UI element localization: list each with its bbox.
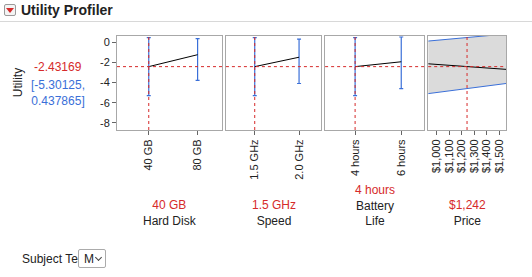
svg-text:0: 0 <box>104 36 110 48</box>
svg-text:80 GB: 80 GB <box>191 139 203 170</box>
svg-text:-2: -2 <box>100 56 110 68</box>
svg-text:-8: -8 <box>100 117 110 129</box>
svg-text:6 hours: 6 hours <box>395 139 407 176</box>
svg-text:1.5 GHzSpeed: 1.5 GHzSpeed <box>252 198 296 228</box>
svg-text:$1,200: $1,200 <box>455 139 467 173</box>
svg-text:$1,100: $1,100 <box>443 139 455 173</box>
svg-text:-4: -4 <box>100 76 110 88</box>
svg-text:4 hoursBatteryLife: 4 hoursBatteryLife <box>355 183 395 228</box>
svg-text:[-5.30125,0.437865]: [-5.30125,0.437865] <box>31 78 85 108</box>
html-text:Utility Profiler: Utility Profiler <box>21 2 113 18</box>
svg-text:Utility: Utility <box>11 68 25 97</box>
svg-text:$1,242Price: $1,242Price <box>449 198 486 228</box>
svg-text:$1,300: $1,300 <box>468 139 480 173</box>
svg-text:40 GBHard Disk: 40 GBHard Disk <box>143 198 197 228</box>
svg-text:$1,400: $1,400 <box>480 139 492 173</box>
svg-text:-6: -6 <box>100 97 110 109</box>
svg-text:-2.43169: -2.43169 <box>34 60 82 74</box>
html-text:M: M <box>84 252 94 266</box>
svg-text:$1,000: $1,000 <box>430 139 442 173</box>
svg-text:1.5 GHz: 1.5 GHz <box>248 139 260 179</box>
svg-text:$1,500: $1,500 <box>493 139 505 173</box>
svg-text:40 GB: 40 GB <box>142 139 154 170</box>
svg-text:2.0 GHz: 2.0 GHz <box>293 139 305 179</box>
html-text:Subject Terms:: Subject Terms: <box>22 252 102 266</box>
svg-text:4 hours: 4 hours <box>349 139 361 176</box>
